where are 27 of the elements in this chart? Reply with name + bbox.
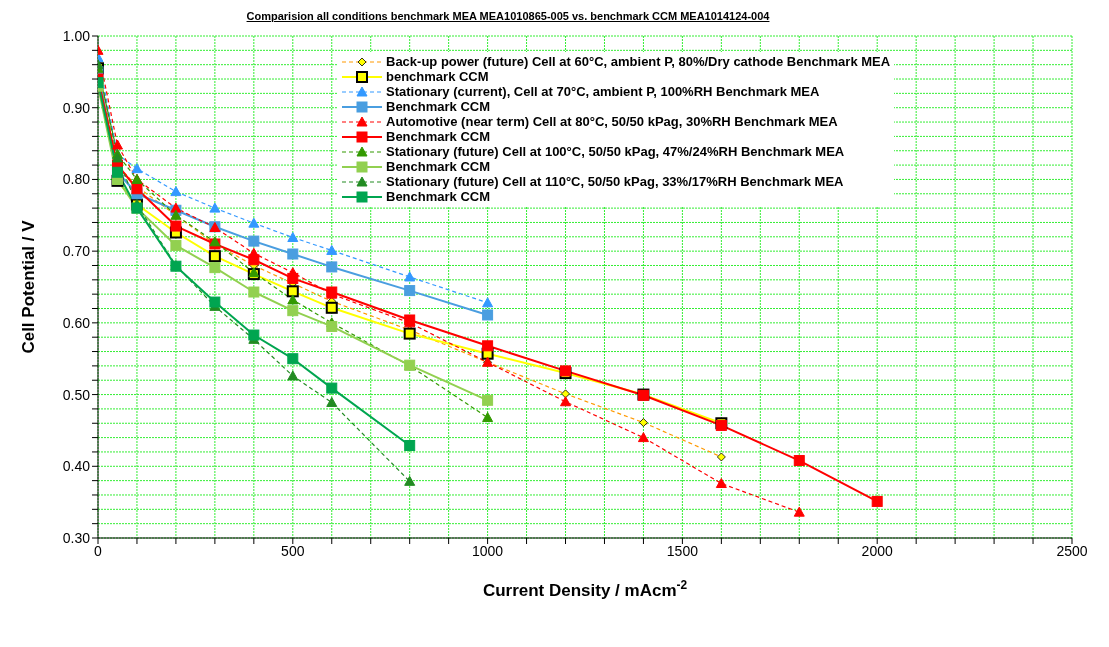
legend-label: Stationary (future) Cell at 100°C, 50/50 kPag, 47%/24%RH Benchmark MEA	[386, 143, 845, 159]
y-tick-label: 0.40	[62, 458, 91, 475]
y-tick-label: 0.60	[62, 314, 91, 331]
legend-label: benchmark CCM	[386, 68, 489, 84]
legend-label: Automotive (near term) Cell at 80°C, 50/50 kPag, 30%RH Benchmark MEA	[386, 113, 838, 129]
legend-label: Benchmark CCM	[386, 98, 491, 114]
x-tick-label: 1500	[666, 542, 699, 559]
x-tick-label: 1000	[472, 542, 504, 559]
x-tick-label: 500	[281, 542, 305, 559]
y-axis-title: Cell Potential / V	[19, 219, 39, 354]
legend-label: Stationary (future) Cell at 110°C, 50/50 kPag, 33%/17%RH Benchmark MEA	[386, 173, 844, 189]
legend-label: Benchmark CCM	[386, 188, 491, 204]
x-tick-label: 2000	[861, 542, 893, 559]
legend-label: Stationary (current), Cell at 70°C, ambient P, 100%RH Benchmark MEA	[386, 83, 820, 99]
x-tick-label: 0	[94, 542, 103, 559]
y-tick-label: 0.30	[62, 529, 91, 546]
legend-label: Benchmark CCM	[386, 128, 491, 144]
chart-title: Comparision all conditions benchmark MEA MEA1010865-005 vs. benchmark CCM MEA1014124-004	[245, 10, 771, 22]
x-tick-label: 2500	[1056, 542, 1088, 559]
legend-label: Back-up power (future) Cell at 60°C, ambient P, 80%/Dry cathode Benchmark MEA	[386, 53, 891, 69]
y-tick-label: 0.50	[62, 386, 91, 403]
y-tick-label: 0.90	[62, 99, 91, 116]
legend-label: Benchmark CCM	[386, 158, 491, 174]
y-tick-label: 1.00	[62, 27, 91, 44]
y-tick-label: 0.70	[62, 243, 91, 260]
y-tick-label: 0.80	[62, 171, 91, 188]
x-axis-title: Current Density / mAcm$^{-2}$	[482, 578, 688, 600]
